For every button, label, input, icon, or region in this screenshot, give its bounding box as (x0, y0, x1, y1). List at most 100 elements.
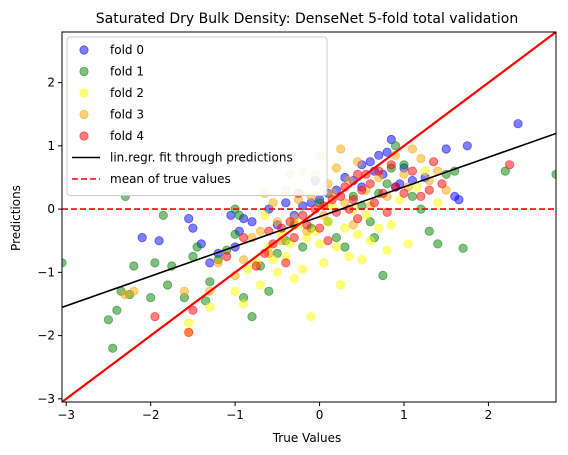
x-tick-label: −3 (57, 408, 75, 422)
data-point-fold-0 (188, 223, 198, 233)
plot-area: −3 −2 −1 0 1 2 −3 −2 −1 0 1 2 (37, 31, 557, 422)
data-point-fold-0 (462, 141, 472, 151)
data-point-fold-3 (272, 217, 282, 227)
data-point-fold-1 (399, 160, 409, 170)
data-point-fold-2 (336, 280, 346, 290)
data-point-fold-4 (382, 207, 392, 217)
legend-label-fold-3: fold 3 (110, 108, 144, 122)
data-point-fold-1 (146, 292, 156, 303)
data-point-fold-4 (222, 251, 232, 262)
data-point-fold-4 (407, 166, 417, 176)
data-point-fold-4 (428, 157, 439, 167)
data-point-fold-2 (285, 239, 295, 249)
data-point-fold-2 (205, 302, 215, 312)
data-point-fold-1 (390, 141, 401, 151)
data-point-fold-4 (239, 233, 249, 243)
data-point-fold-1 (201, 296, 211, 306)
data-point-fold-0 (184, 214, 194, 224)
reference-lines (62, 32, 556, 402)
data-point-fold-1 (365, 217, 375, 227)
data-point-fold-2 (272, 267, 282, 277)
data-point-fold-2 (365, 236, 375, 246)
data-point-fold-4 (314, 223, 325, 233)
legend-label-fold-0: fold 0 (110, 43, 144, 57)
y-axis-label: Predictions (9, 185, 23, 251)
data-point-fold-1 (103, 315, 114, 325)
data-point-fold-3 (407, 144, 417, 154)
data-point-fold-1 (234, 210, 244, 220)
data-point-fold-4 (348, 195, 358, 205)
data-point-fold-1 (378, 270, 388, 281)
data-point-fold-1 (230, 229, 240, 239)
data-point-fold-1 (62, 258, 67, 268)
data-point-fold-2 (361, 210, 371, 220)
data-point-fold-2 (306, 311, 316, 322)
plot-frame (61, 31, 557, 403)
data-point-fold-3 (441, 185, 451, 195)
data-point-fold-4 (374, 166, 384, 176)
data-point-fold-1 (150, 258, 160, 268)
data-point-fold-2 (298, 264, 308, 274)
data-point-fold-0 (205, 258, 215, 268)
chart-title: Saturated Dry Bulk Density: DenseNet 5-f… (96, 11, 518, 27)
legend-label-fold-4: fold 4 (110, 129, 144, 143)
data-point-fold-1 (340, 242, 350, 252)
axes: −3 −2 −1 0 1 2 −3 −2 −1 0 1 2 (37, 76, 492, 422)
data-point-fold-3 (179, 286, 189, 296)
data-point-fold-2 (386, 220, 396, 230)
data-point-fold-0 (281, 198, 291, 208)
data-point-fold-0 (137, 233, 147, 243)
data-point-fold-1 (382, 179, 392, 189)
data-point-fold-2 (319, 258, 329, 268)
data-point-fold-2 (382, 245, 392, 255)
data-point-fold-2 (239, 299, 249, 309)
data-point-fold-0 (154, 236, 164, 246)
data-point-fold-4 (437, 179, 447, 189)
data-point-fold-1 (407, 191, 417, 201)
data-point-fold-2 (184, 318, 194, 328)
data-point-fold-2 (230, 286, 240, 296)
legend-label-fold-1: fold 1 (110, 65, 144, 79)
data-point-fold-4 (365, 179, 375, 189)
data-point-fold-1 (112, 305, 122, 315)
data-point-fold-1 (163, 280, 173, 290)
legend-label-fit: lin.regr. fit through predictions (110, 151, 293, 165)
data-point-fold-3 (120, 289, 130, 300)
data-point-fold-0 (374, 150, 384, 160)
legend-label-fold-2: fold 2 (110, 86, 144, 100)
legend-marker-fold-3 (79, 109, 89, 120)
data-point-fold-4 (399, 188, 409, 198)
data-point-fold-3 (255, 226, 265, 236)
data-point-fold-0 (298, 201, 308, 211)
data-point-fold-3 (331, 163, 341, 173)
data-point-fold-4 (369, 198, 379, 208)
data-point-fold-2 (243, 264, 253, 274)
data-point-fold-3 (268, 198, 278, 208)
data-point-fold-2 (255, 280, 265, 290)
y-tick-label: 1 (47, 139, 55, 153)
x-tick-label: 2 (485, 408, 493, 422)
identity-line (62, 32, 556, 402)
data-point-fold-4 (281, 258, 291, 268)
data-point-fold-4 (150, 311, 160, 322)
legend-marker-fold-1 (79, 66, 89, 77)
data-point-fold-2 (314, 239, 325, 249)
data-point-fold-2 (374, 223, 384, 233)
data-point-fold-4 (386, 160, 396, 170)
data-point-fold-1 (129, 261, 139, 271)
data-point-fold-0 (382, 147, 392, 157)
data-point-fold-4 (323, 236, 333, 246)
data-point-fold-3 (129, 286, 139, 296)
data-point-fold-3 (344, 176, 354, 186)
regression-fit-line (62, 132, 556, 309)
data-point-fold-1 (424, 226, 434, 236)
data-point-fold-2 (403, 239, 413, 249)
data-point-fold-0 (386, 134, 396, 145)
data-point-fold-3 (416, 153, 426, 164)
data-point-fold-1 (433, 239, 443, 249)
data-point-fold-2 (433, 198, 443, 208)
y-tick-label: −3 (37, 392, 55, 406)
y-tick-label: 0 (47, 202, 55, 216)
data-point-fold-4 (285, 217, 295, 227)
